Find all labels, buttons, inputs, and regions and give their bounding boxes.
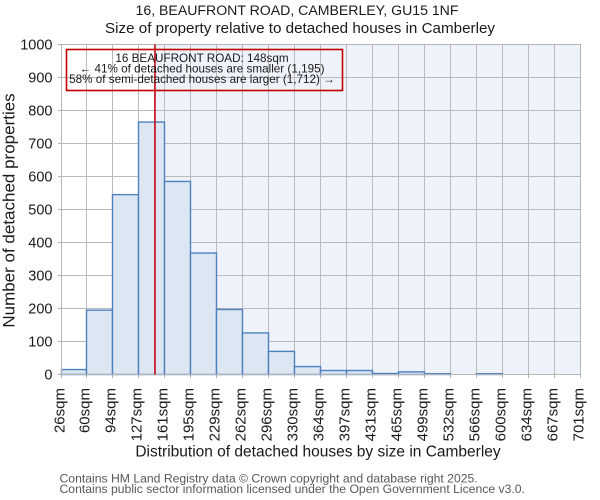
svg-text:364sqm: 364sqm	[310, 388, 327, 441]
svg-text:296sqm: 296sqm	[258, 388, 275, 441]
svg-text:229sqm: 229sqm	[206, 388, 223, 441]
svg-text:330sqm: 330sqm	[284, 388, 301, 441]
svg-text:667sqm: 667sqm	[544, 388, 561, 441]
svg-text:465sqm: 465sqm	[388, 388, 405, 441]
svg-text:Distribution of detached house: Distribution of detached houses by size …	[135, 444, 501, 461]
svg-text:400: 400	[28, 235, 52, 251]
svg-text:499sqm: 499sqm	[414, 388, 431, 441]
svg-text:16, BEAUFRONT ROAD, CAMBERLEY,: 16, BEAUFRONT ROAD, CAMBERLEY, GU15 1NF	[136, 2, 459, 18]
svg-text:← 41% of detached houses are s: ← 41% of detached houses are smaller (1,…	[80, 63, 325, 76]
svg-text:532sqm: 532sqm	[440, 388, 457, 441]
svg-text:600sqm: 600sqm	[492, 388, 509, 441]
svg-text:127sqm: 127sqm	[128, 388, 145, 441]
svg-text:566sqm: 566sqm	[466, 388, 483, 441]
svg-text:94sqm: 94sqm	[102, 388, 119, 433]
svg-text:200: 200	[28, 301, 52, 317]
svg-text:900: 900	[28, 70, 52, 86]
svg-text:262sqm: 262sqm	[232, 388, 249, 441]
svg-text:Contains HM Land Registry data: Contains HM Land Registry data © Crown c…	[60, 471, 478, 485]
svg-text:397sqm: 397sqm	[336, 388, 353, 441]
svg-text:300: 300	[28, 268, 52, 284]
svg-text:195sqm: 195sqm	[180, 388, 197, 441]
svg-text:700: 700	[28, 136, 52, 152]
svg-text:431sqm: 431sqm	[362, 388, 379, 441]
svg-text:701sqm: 701sqm	[570, 388, 587, 441]
svg-text:600: 600	[28, 169, 52, 185]
svg-text:60sqm: 60sqm	[76, 388, 93, 433]
svg-text:58% of semi-detached houses ar: 58% of semi-detached houses are larger (…	[69, 73, 335, 86]
svg-text:16 BEAUFRONT ROAD: 148sqm: 16 BEAUFRONT ROAD: 148sqm	[115, 52, 288, 65]
svg-text:26sqm: 26sqm	[51, 388, 68, 433]
svg-text:800: 800	[28, 103, 52, 119]
svg-text:634sqm: 634sqm	[518, 388, 535, 441]
svg-text:161sqm: 161sqm	[154, 388, 171, 441]
svg-text:0: 0	[44, 367, 52, 383]
svg-text:Contains public sector informa: Contains public sector information licen…	[60, 482, 525, 496]
svg-text:Number of detached properties: Number of detached properties	[0, 93, 19, 327]
svg-text:Size of property relative to d: Size of property relative to detached ho…	[105, 20, 495, 37]
svg-text:500: 500	[28, 202, 52, 218]
svg-text:1000: 1000	[20, 37, 52, 53]
svg-text:100: 100	[28, 334, 52, 350]
